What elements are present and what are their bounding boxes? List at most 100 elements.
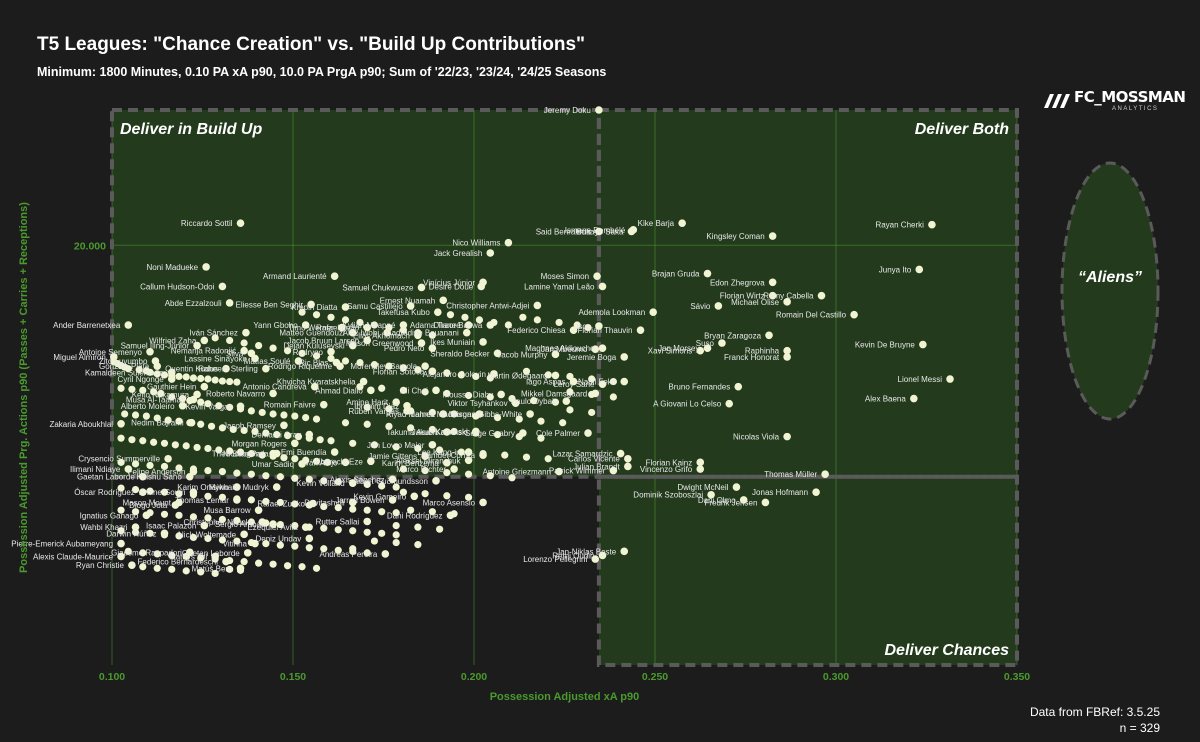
point-label: Romain Del Castillo [776, 311, 847, 320]
data-point [316, 436, 324, 444]
data-points [110, 106, 954, 578]
sample-size-note: n = 329 [1119, 721, 1160, 735]
axes: 0.100 0.150 0.200 0.250 0.300 0.350 20.000 Poss… [18, 202, 1030, 703]
data-point [609, 466, 618, 475]
data-point [280, 421, 288, 430]
point-label: Wilfried Zaha [149, 336, 197, 345]
data-point [620, 353, 629, 361]
data-point [204, 400, 212, 408]
data-point [450, 427, 458, 436]
data-point [399, 465, 408, 473]
data-point [139, 563, 147, 571]
data-point [566, 372, 574, 381]
quadrant-labels: Deliver in Build Up Deliver Both Deliver C… [120, 121, 1142, 659]
data-point [392, 398, 400, 406]
data-point [298, 563, 306, 571]
point-label: Viktor Tsyhankov [447, 399, 507, 408]
point-label: Umar Sadiq [252, 460, 294, 469]
data-point [310, 382, 319, 391]
point-label: Alejandro Golovin [423, 370, 486, 379]
data-point [240, 426, 248, 435]
data-point [414, 523, 422, 531]
data-point [204, 375, 212, 383]
data-point [370, 537, 379, 545]
aliens-ellipse [1060, 161, 1160, 421]
data-point [291, 455, 299, 463]
logo-subtitle: ANALYTICS [1112, 106, 1159, 112]
data-point [519, 313, 527, 321]
data-point [363, 403, 371, 411]
point-label: Jamie Gittens [368, 452, 417, 461]
point-label: Moses Simon [541, 272, 589, 281]
data-point [138, 472, 147, 481]
point-label: Giacomo Raspadori [111, 548, 182, 557]
data-point [302, 413, 310, 422]
data-point [428, 441, 437, 449]
data-point [218, 424, 227, 432]
point-label: Ikes Muniain [430, 338, 475, 347]
data-point [160, 529, 169, 538]
data-point [620, 377, 629, 386]
data-point [569, 326, 578, 334]
data-point [189, 395, 198, 404]
data-point [218, 536, 227, 544]
data-point [446, 511, 455, 520]
data-point [291, 412, 299, 420]
data-point [388, 496, 397, 504]
point-label: Leroy Sané [554, 380, 595, 389]
point-label: Florian Sotoca [373, 367, 425, 376]
point-label: Zito Luvumbo [99, 357, 148, 366]
data-point [620, 547, 629, 556]
data-point [200, 382, 209, 391]
data-point [486, 472, 494, 480]
point-label: Iván Alejo [303, 458, 338, 467]
data-point [356, 358, 364, 367]
data-point [186, 472, 194, 481]
data-point [298, 460, 306, 468]
point-label: Musa Barrow [203, 506, 250, 515]
data-point [283, 562, 292, 570]
data-point [218, 282, 227, 291]
data-point [428, 408, 436, 417]
data-point [472, 428, 480, 436]
point-label: Marco Richter [396, 465, 446, 474]
point-label: Jakub Kamiński [412, 428, 468, 437]
point-label: Rafael Zunko [257, 499, 305, 508]
data-point [146, 529, 154, 537]
data-point [262, 364, 270, 373]
data-point [910, 394, 918, 403]
data-point [555, 467, 563, 476]
data-point [363, 323, 372, 332]
data-point [696, 346, 705, 355]
data-point [428, 508, 436, 516]
logo-mark-icon [1044, 94, 1070, 108]
x-tick-label: 0.250 [642, 671, 668, 683]
data-point [124, 365, 132, 373]
data-point [544, 371, 552, 379]
data-point [598, 282, 607, 291]
point-label: Alexis Sánchez [330, 475, 385, 484]
point-label: Rayan Cherki [875, 221, 924, 230]
point-label: Ryan Christie [76, 561, 125, 570]
data-point [153, 414, 161, 422]
data-point [490, 370, 498, 378]
point-label: Cyril Ngonge [117, 375, 164, 384]
data-point [734, 382, 743, 391]
data-point [399, 321, 408, 329]
point-label: Morenoley Barcola [350, 362, 417, 371]
logo-name: FC_MOSSMAN [1074, 88, 1186, 106]
data-point [765, 331, 773, 340]
x-tick-label: 0.350 [1004, 671, 1030, 683]
data-point [171, 501, 180, 509]
point-label: Vinícius Júnior [423, 278, 475, 287]
data-point [378, 508, 386, 516]
data-point [168, 565, 176, 573]
point-label: Jan Lovro Majer [367, 441, 425, 450]
data-point [414, 444, 422, 453]
point-label: Gauthier Hein [147, 383, 196, 392]
data-point [493, 349, 502, 358]
data-point [211, 552, 219, 561]
y-axis-title: Possession Adjusted Prg. Actions p90 (Pa… [18, 202, 30, 573]
point-label: Cole Palmer [536, 429, 580, 438]
